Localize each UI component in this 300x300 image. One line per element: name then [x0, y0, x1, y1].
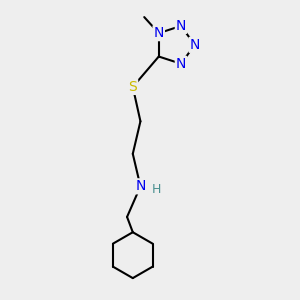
- Text: H: H: [152, 183, 161, 196]
- Text: N: N: [135, 179, 146, 193]
- Text: N: N: [176, 57, 186, 71]
- Text: N: N: [190, 38, 200, 52]
- Text: N: N: [154, 26, 164, 40]
- Text: S: S: [128, 80, 137, 94]
- Text: N: N: [176, 19, 186, 33]
